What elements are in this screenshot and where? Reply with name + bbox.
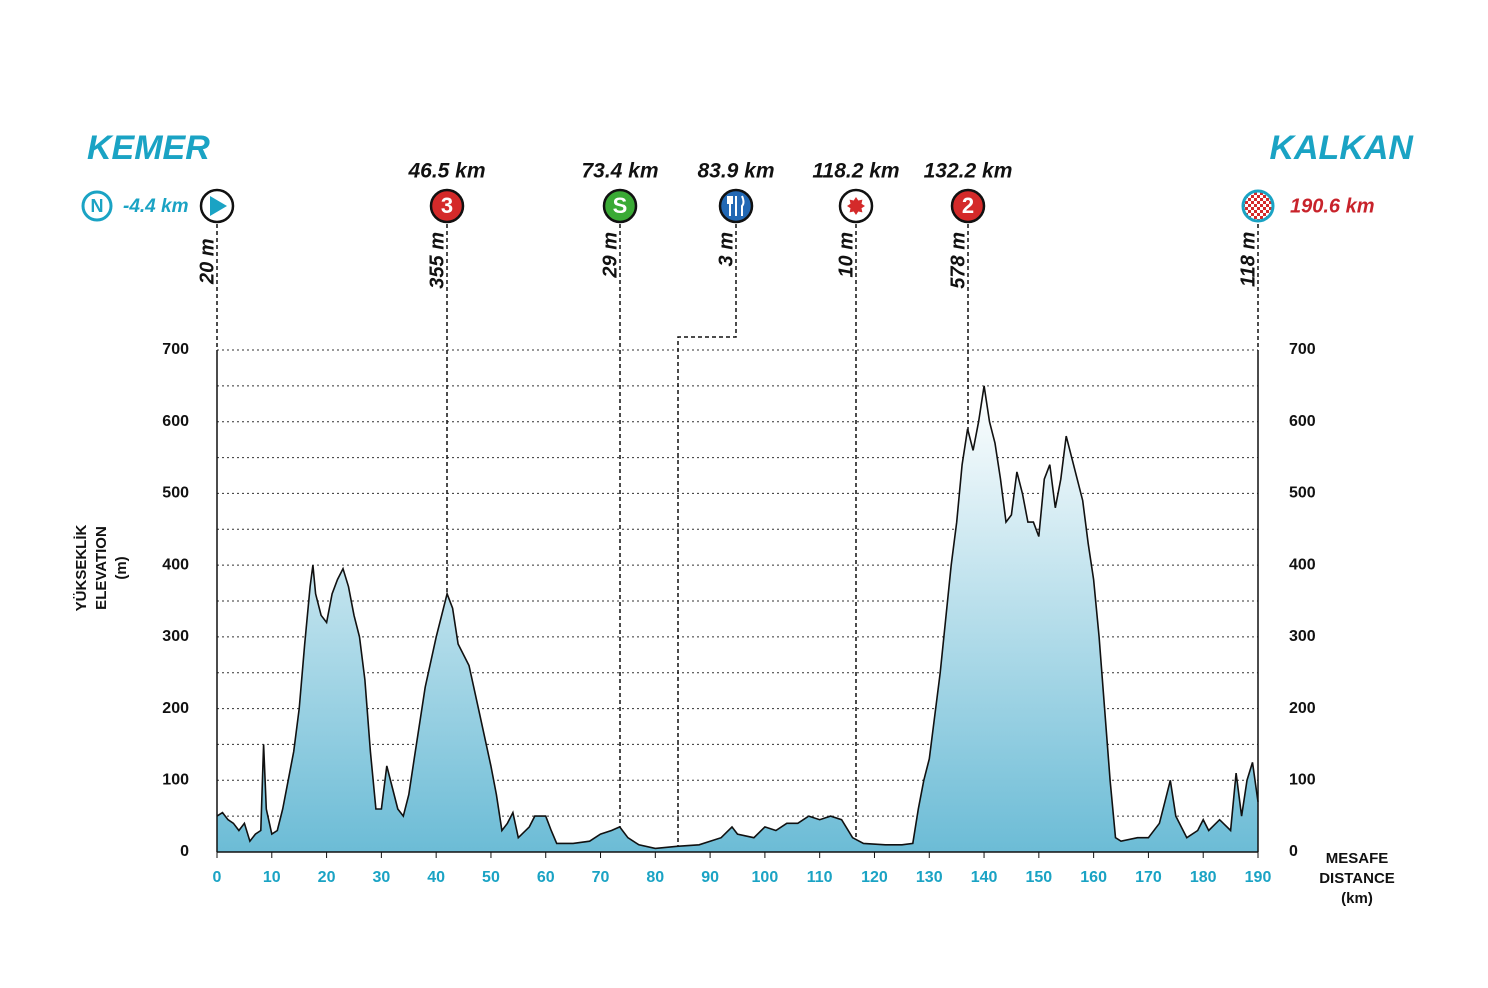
y-tick-label-right: 400 [1289,556,1316,573]
x-tick-label: 110 [807,869,833,886]
x-tick-label: 80 [646,869,664,886]
x-axis-title: DISTANCE [1319,870,1395,887]
x-tick-label: 0 [213,869,222,886]
start-name: KEMER [87,129,210,167]
finish-name: KALKAN [1269,129,1414,167]
point-elevation: 29 m [599,232,621,279]
x-tick-label: 170 [1135,869,1162,886]
y-tick-label-right: 700 [1289,341,1316,358]
finish-elevation: 118 m [1237,232,1259,287]
y-axis-title: (m) [113,556,130,579]
point-icon-letter: 2 [962,193,974,218]
point-icon-letter: 3 [441,193,453,218]
y-tick-label: 200 [162,700,189,717]
point-km: 83.9 km [697,160,774,183]
y-tick-label: 300 [162,628,189,645]
start-elevation: 20 m [196,238,218,285]
point-elevation: 3 m [715,232,737,266]
x-tick-label: 140 [971,869,998,886]
finish-km: 190.6 km [1290,195,1375,217]
profile-line [216,385,1259,850]
x-tick-label: 150 [1025,869,1052,886]
point-elevation: 355 m [426,232,448,289]
y-axis-title: YÜKSEKLİK [73,525,90,612]
point-icon-letter: S [613,193,628,218]
x-tick-label: 20 [318,869,336,886]
point-icon [429,188,465,224]
fork-symbol [727,195,745,216]
x-tick-label: 160 [1080,869,1107,886]
area-fill [217,385,1258,852]
y-tick-label-right: 100 [1289,772,1316,789]
y-tick-label-right: 0 [1289,843,1298,860]
x-tick-label: 130 [916,869,943,886]
neutral-km: -4.4 km [123,196,189,217]
y-tick-label-right: 200 [1289,700,1316,717]
y-tick-label: 600 [162,413,189,430]
x-tick-label: 50 [482,869,500,886]
y-tick-label: 700 [162,341,189,358]
star-symbol [847,197,865,215]
point-elevation: 578 m [947,232,969,289]
point-km: 118.2 km [812,160,899,183]
x-axis-title: MESAFE [1326,850,1389,867]
x-tick-label: 10 [263,869,281,886]
point-icon [602,188,638,224]
x-tick-label: 180 [1190,869,1217,886]
neutral-letter: N [91,196,104,216]
finish-icon [1241,189,1275,223]
point-km: 73.4 km [581,160,658,183]
y-tick-label-right: 500 [1289,485,1316,502]
y-tick-label: 100 [162,772,189,789]
x-tick-label: 90 [701,869,719,886]
x-tick-label: 70 [592,869,610,886]
x-tick-label: 120 [861,869,888,886]
x-tick-label: 190 [1245,869,1272,886]
x-axis-title: (km) [1341,890,1373,907]
start-arrow [210,196,227,216]
guide-line [677,224,737,847]
x-tick-label: 60 [537,869,555,886]
point-elevation: 10 m [835,232,857,278]
point-km: 132.2 km [924,160,1013,183]
x-tick-label: 40 [427,869,445,886]
y-tick-label: 0 [180,843,189,860]
y-tick-label: 400 [162,556,189,573]
y-tick-label: 500 [162,485,189,502]
x-tick-label: 100 [752,869,779,886]
x-tick-label: 30 [372,869,390,886]
y-axis-title: ELEVATION [93,526,110,610]
point-km: 46.5 km [407,160,485,183]
y-tick-label-right: 600 [1289,413,1316,430]
y-tick-label-right: 300 [1289,628,1316,645]
neutral-icon [81,190,113,222]
point-icon [950,188,986,224]
